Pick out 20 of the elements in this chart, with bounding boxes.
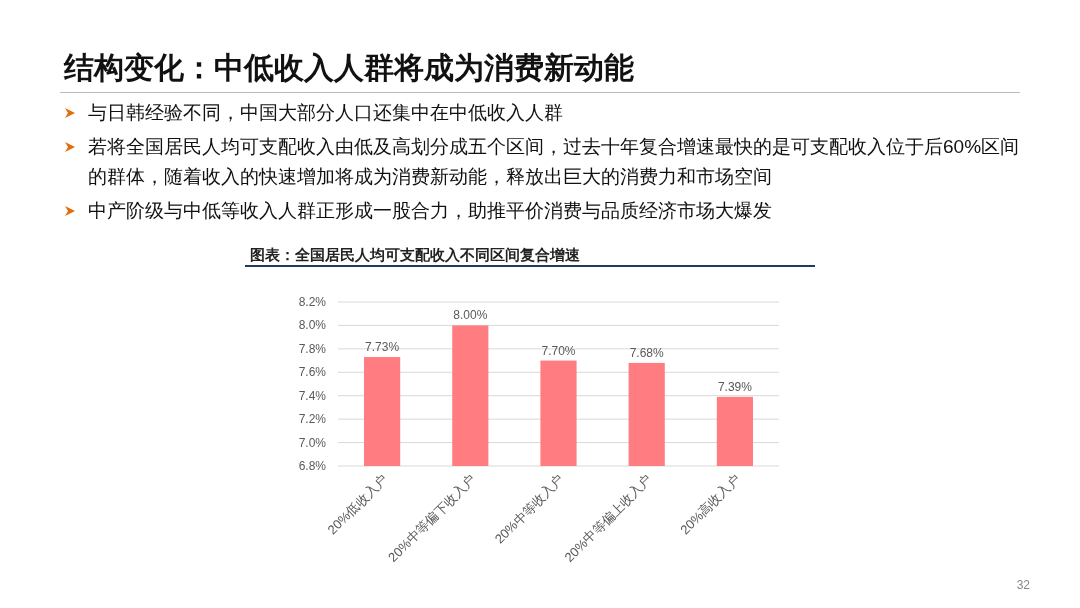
- chart-subtitle: 图表：全国居民人均可支配收入不同区间复合增速: [250, 246, 581, 264]
- y-tick-label: 7.6%: [298, 365, 327, 380]
- data-label: 7.73%: [365, 340, 400, 355]
- data-label: 7.39%: [717, 379, 753, 394]
- y-tick-label: 7.2%: [298, 412, 327, 427]
- data-label: 8.00%: [453, 308, 488, 323]
- y-tick-label: 6.8%: [298, 459, 327, 473]
- text: 32: [1016, 578, 1030, 592]
- text: 若将全国居民人均可支配收入由低及高划分成五个区间，过去十年复合增速最快的是可支配收入位于后60%区间的群体，随着收入的快速增加将成为消费新动能，释放出巨大的消费力和市场空间: [88, 136, 1020, 187]
- x-tick-label: 20%中等收入户: [491, 471, 567, 547]
- text: 中产阶级与中低等收入人群正形成一股合力，助推平价消费与品质经济市场大爆发: [88, 200, 772, 221]
- y-tick-label: 8.0%: [298, 318, 327, 333]
- data-label: 7.68%: [629, 345, 665, 360]
- chart-title: 结构变化：中低收入人群将成为消费新动能: [64, 50, 634, 86]
- y-tick-label: 7.8%: [298, 341, 327, 356]
- y-tick-label: 7.0%: [298, 435, 327, 450]
- text: 与日韩经验不同，中国大部分人口还集中在中低收入人群: [88, 102, 563, 123]
- data-label: 7.70%: [541, 343, 576, 358]
- y-tick-label: 7.4%: [298, 388, 327, 403]
- y-tick-label: 8.2%: [298, 295, 327, 309]
